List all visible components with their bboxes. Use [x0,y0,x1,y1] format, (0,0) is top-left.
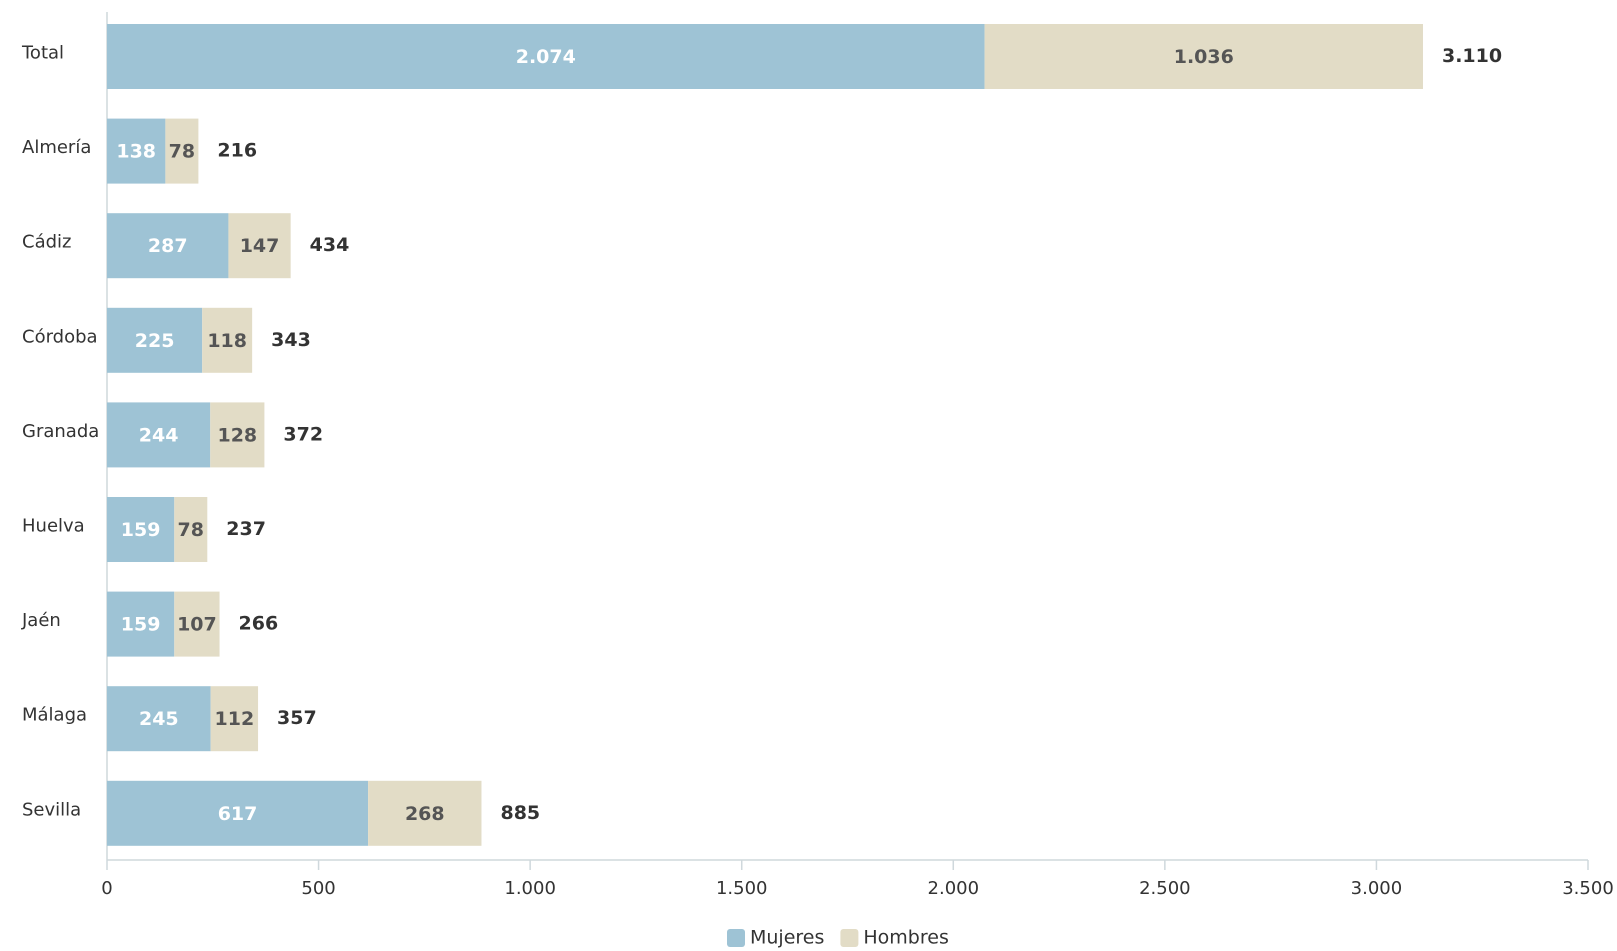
legend: Mujeres Hombres [727,927,949,949]
bar-value-label: 112 [215,708,255,730]
bar-value-label: 118 [207,330,247,352]
x-tick-label: 3.500 [1562,878,1614,899]
bar-value-label: 159 [121,614,161,636]
bar-value-label: 138 [116,141,156,163]
x-axis-ticks: 0 500 1.000 1.500 2.000 2.500 3.000 3.500 [101,860,1614,899]
bar-total-label: 3.110 [1442,45,1502,67]
bar-row: Granada 244 128 372 [22,402,323,468]
category-label: Cádiz [22,232,71,253]
bar-value-label: 225 [135,330,175,352]
bar-total-label: 372 [283,423,323,445]
bar-value-label: 244 [139,424,179,446]
bar-total-label: 357 [277,707,317,729]
bar-segment-hombres [210,686,259,752]
bar-value-label: 78 [178,519,204,541]
bar-value-label: 268 [405,803,445,825]
bar-segment-mujeres [107,497,175,562]
bar-segment-mujeres [107,213,229,279]
category-label: Málaga [22,705,87,726]
x-tick-label: 500 [301,878,335,899]
bar-segment-hombres [984,24,1423,89]
legend-item-hombres[interactable]: Hombres [840,927,949,949]
category-label: Almería [22,137,91,158]
bar-total-label: 343 [271,329,311,351]
legend-swatch [727,929,745,947]
bar-segment-hombres [174,591,220,657]
bar-value-label: 245 [139,708,179,730]
legend-label: Mujeres [750,927,824,949]
bar-segment-hombres [165,118,199,184]
x-tick-label: 0 [101,878,112,899]
category-label: Total [21,43,64,64]
x-tick-label: 3.000 [1351,878,1403,899]
category-label: Córdoba [22,326,98,347]
legend-swatch [840,929,859,947]
bar-value-label: 147 [240,235,280,257]
bar-total-label: 237 [226,518,266,540]
bar-value-label: 159 [121,519,161,541]
x-tick-label: 2.500 [1139,878,1191,899]
bar-value-label: 78 [169,141,195,163]
bar-segment-hombres [210,402,265,468]
bar-total-label: 434 [310,234,350,256]
bar-segment-hombres [228,213,291,279]
bar-value-label: 617 [218,803,258,825]
bar-value-label: 1.036 [1174,46,1234,68]
bar-segment-mujeres [107,402,211,468]
category-label: Huelva [22,516,85,537]
bar-segment-mujeres [107,686,211,752]
bar-segment-mujeres [107,591,175,657]
bar-total-label: 266 [239,613,279,635]
bar-row: Huelva 159 78 237 [22,497,266,562]
bar-value-label: 287 [148,235,188,257]
bar-row: Córdoba 225 118 343 [22,307,311,373]
category-label: Sevilla [22,799,81,820]
bar-row: Total 2.074 1.036 3.110 [21,24,1502,89]
bars-group: Total 2.074 1.036 3.110 Almería 138 78 216 Cádiz… [21,24,1502,846]
bar-value-label: 107 [177,614,217,636]
bar-total-label: 885 [500,802,540,824]
x-tick-label: 2.000 [928,878,980,899]
x-tick-label: 1.500 [716,878,768,899]
bar-row: Sevilla 617 268 885 [22,780,540,846]
bar-value-label: 128 [217,424,257,446]
x-tick-label: 1.000 [504,878,556,899]
legend-label: Hombres [863,927,948,949]
category-label: Granada [22,421,99,442]
bar-row: Jaén 159 107 266 [21,591,279,657]
bar-segment-mujeres [107,118,166,184]
bar-row: Cádiz 287 147 434 [22,213,350,279]
bar-segment-hombres [174,497,208,562]
bar-segment-mujeres [107,24,985,89]
bar-segment-mujeres [107,780,369,846]
bar-row: Málaga 245 112 357 [22,686,317,752]
bar-total-label: 216 [217,140,257,162]
bar-row: Almería 138 78 216 [22,118,257,184]
category-label: Jaén [21,610,61,631]
legend-item-mujeres[interactable]: Mujeres [727,927,824,949]
bar-value-label: 2.074 [516,46,576,68]
bar-segment-hombres [202,307,253,373]
bar-segment-hombres [368,780,482,846]
bar-segment-mujeres [107,307,203,373]
